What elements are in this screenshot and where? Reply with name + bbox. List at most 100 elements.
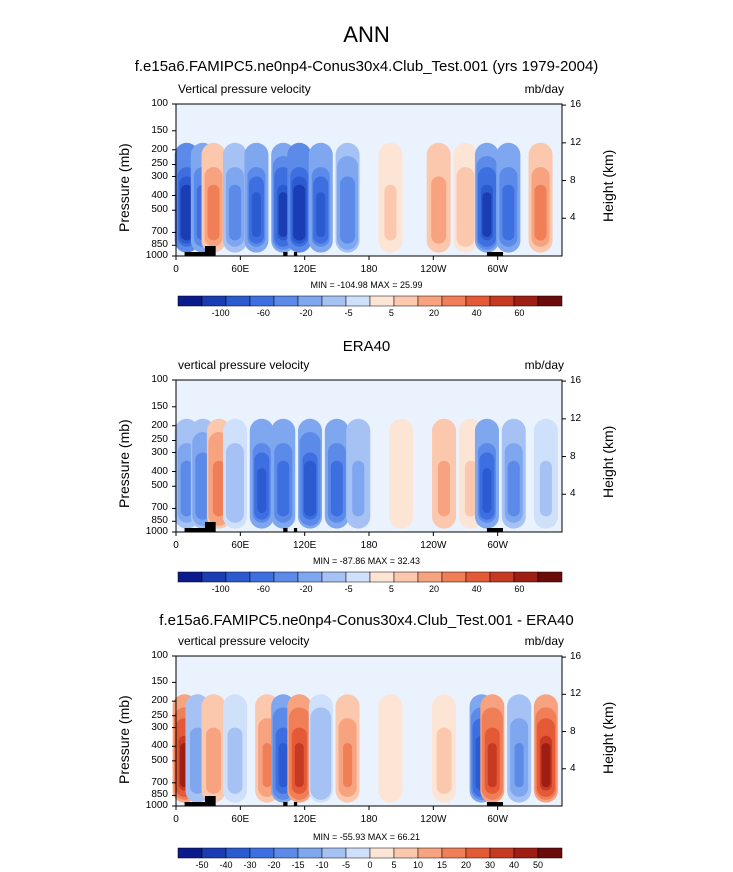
- panel-1-xtick-label-0: 0: [173, 264, 179, 275]
- panel-3-contour-9-5: [385, 742, 395, 788]
- panel-1-ptick-label-3: 250: [151, 158, 168, 170]
- panel-1-contour-9-5: [385, 192, 395, 238]
- panel-1-colorbar-cell-9: [393, 295, 419, 307]
- panel-2-colorbar-label-6: 40: [471, 584, 482, 594]
- panel-3-htick-label-3: 4: [570, 762, 576, 774]
- panel-3-xtick-label-3: 180: [360, 814, 378, 825]
- panel-3-colorbar-cell-1: [201, 847, 227, 859]
- panel-3-xtick-label-2: 120E: [292, 814, 317, 825]
- panel-1-contour-5-5: [278, 192, 288, 238]
- panel-3-contour-14-5: [541, 742, 551, 788]
- panel-1-ptick-label-1: 150: [151, 124, 168, 136]
- panel-3-colorbar-cell-2: [225, 847, 251, 859]
- panel-1-ptick-label-4: 300: [151, 170, 168, 182]
- panel-2-ptick-label-9: 1000: [145, 526, 168, 537]
- panel-1-xtick-label-5: 60W: [487, 264, 508, 275]
- panel-1-land-0: [184, 252, 211, 256]
- panel-3-colorbar-cell-14: [513, 847, 539, 859]
- panel-1-colorbar-cell-10: [417, 295, 443, 307]
- panel-1-colorbar-cell-5: [297, 295, 323, 307]
- panel-2-contour-8-5: [353, 468, 363, 514]
- panel-3-colorbar-cell-8: [369, 847, 395, 859]
- panel-2-plot: [172, 379, 566, 536]
- panel-2-colorbar-cell-10: [417, 571, 443, 583]
- panel-2-minmax: MIN = -87.86 MAX = 32.43: [312, 556, 421, 566]
- panel-3-title: f.e15a6.FAMIPC5.ne0np4-Conus30x4.Club_Te…: [159, 612, 574, 629]
- panel-1-colorbar-cell-7: [345, 295, 371, 307]
- panel-3-colorbar-label-0: -50: [195, 860, 209, 870]
- panel-2-contour-7-5: [332, 468, 342, 514]
- panel-2-contour-12-5: [482, 468, 492, 514]
- panel-2-htick-label-3: 4: [570, 488, 576, 500]
- panel-1-xtick-label-4: 120W: [420, 264, 447, 275]
- panel-1-land-1: [283, 252, 288, 256]
- panel-2-colorbar-label-3: -5: [344, 584, 353, 594]
- panel-2-colorbar-cell-4: [273, 571, 299, 583]
- panel-2-contour-14-5: [541, 468, 551, 514]
- panel-3-colorbar: [177, 847, 563, 859]
- panel-2-ptick-label-5: 400: [151, 465, 168, 477]
- panel-3-colorbar-label-1: -40: [219, 860, 233, 870]
- panel-2-colorbar-cell-1: [201, 571, 227, 583]
- panel-1-colorbar-label-3: -5: [344, 308, 353, 318]
- panel-3-htick-label-0: 16: [570, 651, 582, 663]
- panel-2-title: ERA40: [342, 338, 391, 355]
- panel-1-colorbar-cell-14: [513, 295, 539, 307]
- panel-2-colorbar-cell-15: [537, 571, 563, 583]
- panel-3-xtick-label-0: 0: [173, 814, 179, 825]
- panel-1-colorbar-cell-0: [177, 295, 203, 307]
- panel-3-minmax: MIN = -55.93 MAX = 66.21: [312, 832, 421, 842]
- panel-1-htick-label-1: 12: [570, 136, 582, 148]
- panel-1-contour-6-5: [294, 192, 304, 238]
- panel-1-colorbar-label-7: 60: [514, 308, 525, 318]
- panel-1-land-3: [486, 252, 504, 256]
- panel-2-colorbar-cell-13: [489, 571, 515, 583]
- panel-1-htick-label-0: 16: [570, 99, 582, 111]
- panel-3-colorbar-label-9: 10: [412, 860, 423, 870]
- panel-2-left-label: vertical pressure velocity: [178, 358, 310, 372]
- panel-1-contour-12-5: [482, 192, 492, 238]
- panel-1-ptick-label-5: 400: [151, 189, 168, 201]
- panel-3-ptick-label-2: 200: [151, 695, 168, 707]
- panel-1-colorbar-cell-12: [465, 295, 491, 307]
- panel-3-htick-label-1: 12: [570, 688, 582, 700]
- panel-2-xtick-label-2: 120E: [292, 540, 317, 551]
- panel-3-contour-5-5: [278, 742, 288, 788]
- panel-1-contour-2-5: [209, 192, 219, 238]
- panel-1-colorbar-cell-11: [441, 295, 467, 307]
- panel-1-colorbar-label-0: -100: [211, 308, 230, 318]
- panel-2-colorbar-cell-12: [465, 571, 491, 583]
- panel-2-colorbar-cell-14: [513, 571, 539, 583]
- panel-1-contour-4-5: [251, 192, 261, 238]
- panel-1-colorbar-label-2: -20: [299, 308, 313, 318]
- panel-3-land-2: [293, 802, 298, 806]
- panel-2-xtick-label-0: 0: [173, 540, 179, 551]
- panel-3-colorbar-label-14: 50: [532, 860, 543, 870]
- panel-2-colorbar-cell-3: [249, 571, 275, 583]
- panel-2-contour-4-5: [257, 468, 267, 514]
- panel-3-ptick-label-1: 150: [151, 676, 168, 688]
- panel-3-contour-12-5: [487, 742, 497, 788]
- panel-2-land-1: [283, 528, 288, 532]
- panel-3-land-0: [184, 802, 211, 806]
- panel-1-ptick-label-2: 200: [151, 143, 168, 155]
- panel-3-colorbar-label-7: 0: [367, 860, 373, 870]
- panel-3-colorbar-cell-9: [393, 847, 419, 859]
- panel-3-ptick-label-3: 250: [151, 709, 168, 721]
- panel-2-colorbar-cell-2: [225, 571, 251, 583]
- panel-2-contour-2-5: [214, 468, 224, 514]
- panel-1-plot: [172, 103, 566, 260]
- panel-3-colorbar-label-13: 40: [508, 860, 519, 870]
- panel-3-ptick-label-7: 700: [151, 776, 168, 788]
- panel-1-minmax: MIN = -104.98 MAX = 25.99: [310, 280, 423, 290]
- panel-2-land-2: [293, 528, 298, 532]
- panel-1-title: f.e15a6.FAMIPC5.ne0np4-Conus30x4.Club_Te…: [134, 58, 599, 75]
- panel-3-colorbar-label-10: 15: [436, 860, 447, 870]
- panel-3-ptick-label-9: 1000: [145, 800, 168, 811]
- panel-3-contour-6-5: [294, 742, 304, 788]
- panel-2-colorbar: [177, 571, 563, 583]
- panel-2-colorbar-cell-8: [369, 571, 395, 583]
- panel-1-colorbar-cell-2: [225, 295, 251, 307]
- panel-3-colorbar-cell-3: [249, 847, 275, 859]
